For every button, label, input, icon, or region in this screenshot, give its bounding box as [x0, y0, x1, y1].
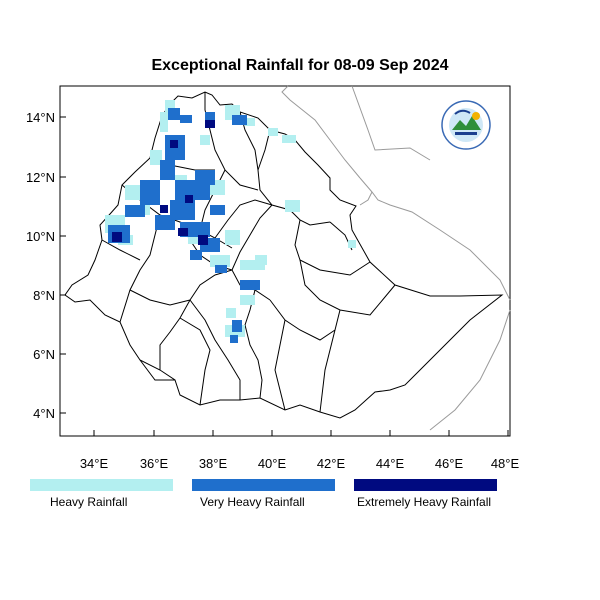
lon-tick-labels: 34°E 36°E 38°E 40°E 42°E 44°E 46°E 48°E	[80, 456, 520, 471]
legend-swatch-very-heavy	[192, 479, 335, 491]
lon-tick-44: 44°E	[376, 456, 405, 471]
rainfall-extreme-cells	[112, 120, 215, 245]
lon-tick-46: 46°E	[435, 456, 464, 471]
neighbor-boundaries	[281, 85, 511, 431]
lat-tick-12: 12°N	[26, 170, 55, 185]
lat-tick-6: 6°N	[33, 347, 55, 362]
legend-label-very-heavy: Very Heavy Rainfall	[200, 495, 305, 509]
lon-tick-34: 34°E	[80, 456, 109, 471]
lon-tick-42: 42°E	[317, 456, 346, 471]
lon-ticks	[93, 430, 509, 436]
map-title: Exceptional Rainfall for 08-09 Sep 2024	[151, 57, 449, 74]
legend-label-extreme: Extremely Heavy Rainfall	[357, 495, 492, 509]
rainfall-very-heavy-cells	[108, 108, 260, 343]
map-frame	[59, 85, 511, 437]
lat-tick-4: 4°N	[33, 406, 55, 421]
lon-tick-40: 40°E	[258, 456, 287, 471]
lon-tick-48: 48°E	[491, 456, 520, 471]
lat-tick-14: 14°N	[26, 110, 55, 125]
ethiopian-meteorology-institute-logo	[441, 100, 491, 150]
lon-tick-38: 38°E	[199, 456, 228, 471]
lat-tick-labels: 4°N 6°N 8°N 10°N 12°N 14°N	[26, 110, 55, 421]
lat-ticks	[60, 116, 66, 414]
lat-tick-10: 10°N	[26, 229, 55, 244]
legend-swatch-extreme	[354, 479, 497, 491]
lat-tick-8: 8°N	[33, 288, 55, 303]
rainfall-heavy-cells	[105, 100, 356, 337]
legend-swatch-heavy	[30, 479, 173, 491]
legend-label-heavy: Heavy Rainfall	[50, 495, 128, 509]
lon-tick-36: 36°E	[140, 456, 169, 471]
